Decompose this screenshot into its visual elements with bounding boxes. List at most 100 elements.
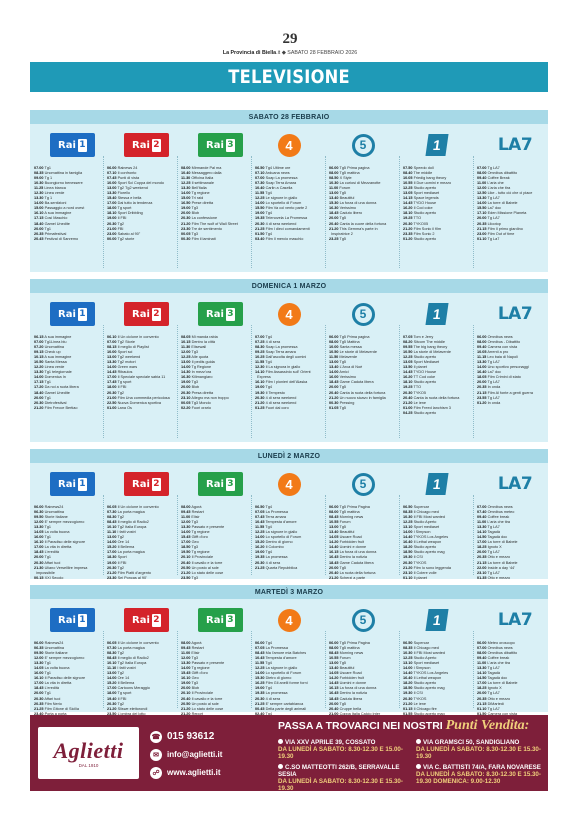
- day-block: SABATO 28 FEBBRAIO Rai 1 Rai 2 Rai 3 4 5 1 LA7 07.0…: [30, 110, 548, 272]
- globe-icon: ☍: [150, 766, 162, 779]
- ad-title-highlight: Punti Vendita:: [445, 718, 530, 733]
- schedule-column: 07.50 Speedo doll 08.40 The middle 10.05 F…: [403, 166, 452, 241]
- column-divider: [177, 631, 178, 708]
- column-divider: [325, 325, 326, 438]
- schedule-column: 06.50 Tg4 Ultime ore 07.10 Arduana news 07…: [255, 166, 310, 241]
- store-address-text: C.SO MATTEOTTI 262/B, SERRAVALLE SESIA: [278, 764, 400, 778]
- rai2-logo: Rai 2: [124, 133, 169, 157]
- store-address: VIA XXV APRILE 39, COSSATO: [278, 739, 406, 746]
- schedule-column: 07.00 Omnibus news 07.40 Omnibus meteo 09.…: [477, 505, 518, 580]
- schedule-column: 08.00 Agorà 09.45 Restart 11.00 Elisir 12.0…: [181, 505, 225, 580]
- rai1-logo: Rai 1: [50, 302, 95, 326]
- ad-stores: PASSA A TROVARCI NEI NOSTRI Punti Vendit…: [278, 718, 544, 796]
- store-hours: DA LUNEDÌ A SABATO: 8.30-12.30 E 15.30-1…: [278, 778, 403, 792]
- pin-icon: [416, 764, 421, 769]
- column-divider: [103, 495, 104, 575]
- schedule-column: 06.00 Omnibus news 08.00 Omnibus - Dibatt…: [477, 335, 533, 405]
- italia1-logo: 1: [422, 472, 452, 496]
- schedule-column: 06.05 Il Un ciclone in convento 07.30 La …: [107, 641, 159, 716]
- schedule-column: 07.05 Tom e Jerry 08.20 Sitcom The middle…: [403, 335, 460, 415]
- schedule-column: 07.00 Tg1 08.35 Unomattina in famiglia 09.…: [34, 166, 85, 241]
- column-divider: [251, 325, 252, 438]
- column-divider: [325, 631, 326, 708]
- rai1-logo: Rai 1: [50, 133, 95, 157]
- brand-name: Aglietti: [53, 738, 124, 763]
- day-block: MARTEDÌ 3 MARZO Rai 1 Rai 2 Rai 3 4 5 1 LA7 06.00 R…: [30, 585, 548, 716]
- column-divider: [473, 156, 474, 268]
- canale5-logo: 5: [348, 608, 378, 632]
- pin-icon: [278, 739, 283, 744]
- schedule-column: 08.05 Mi manda rabia 10.15 Dentro la citt…: [181, 335, 229, 410]
- website: www.aglietti.it: [167, 768, 221, 777]
- schedule-column: 06.10 Il Un ciclone in convento 07.00 Tg2…: [107, 335, 170, 410]
- rete4-logo: 4: [274, 302, 304, 326]
- rai3-logo: Rai 3: [198, 472, 243, 496]
- store-address-text: VIA XXV APRILE 39, COSSATO: [285, 739, 376, 746]
- store-address: C.SO MATTEOTTI 262/B, SERRAVALLE SESIA: [278, 764, 406, 778]
- column-divider: [325, 156, 326, 268]
- headline-text: TELEVISIONE: [228, 66, 350, 88]
- italia1-logo: 1: [422, 133, 452, 157]
- rai2-logo: Rai 2: [124, 608, 169, 632]
- email-row: ✉ info@aglietti.it: [150, 747, 270, 762]
- schedule-column: 06.05 Il Un ciclone in convento 07.30 La …: [107, 505, 159, 580]
- day-title: DOMENICA 1 MARZO: [30, 279, 548, 293]
- la7-logo: LA7: [497, 474, 533, 494]
- phone-number: 015 93612: [167, 731, 215, 742]
- rai3-logo: Rai 3: [198, 608, 243, 632]
- day-title: MARTEDÌ 3 MARZO: [30, 585, 548, 599]
- schedule-column: 07.00 Tg4 07.25 4 di sera 08.30 Soap La pr…: [255, 335, 311, 410]
- schedule-column: 06.00 Tg5 Prima pagina 08.00 Tg5 Mattina 1…: [329, 335, 386, 410]
- page-number: 29: [282, 31, 298, 47]
- rete4-logo: 4: [274, 133, 304, 157]
- column-divider: [399, 156, 400, 268]
- store-address: VIA GRAMSCI 50, SANDIGLIANO: [416, 739, 544, 746]
- column-divider: [399, 325, 400, 438]
- column-divider: [177, 495, 178, 575]
- column-divider: [177, 325, 178, 438]
- la7-logo: LA7: [497, 304, 533, 324]
- la7-logo: LA7: [497, 610, 533, 630]
- column-divider: [399, 495, 400, 575]
- channel-logos: Rai 1 Rai 2 Rai 3 4 5 1 LA7: [30, 124, 548, 166]
- pin-icon: [278, 764, 283, 769]
- phone-row: ☎ 015 93612: [150, 729, 270, 744]
- column-divider: [399, 631, 400, 708]
- day-block: DOMENICA 1 MARZO Rai 1 Rai 2 Rai 3 4 5 1 LA7 06.15 …: [30, 279, 548, 442]
- store-grid: VIA XXV APRILE 39, COSSATO DA LUNEDÌ A S…: [278, 739, 544, 796]
- store-column-right: VIA GRAMSCI 50, SANDIGLIANO DA LUNEDÌ A …: [416, 739, 544, 796]
- publication-name: La Provincia di Biella: [222, 50, 277, 56]
- schedule-column: 06.00 Tg5 Prima Pagina 08.00 Tg5 mattina 0…: [329, 641, 381, 716]
- web-row: ☍ www.aglietti.it: [150, 765, 270, 780]
- rete4-logo: 4: [274, 608, 304, 632]
- ad-title: PASSA A TROVARCI NEI NOSTRI Punti Vendit…: [278, 718, 544, 734]
- schedule-column: 06.50 Supercar 08.35 Il Chicago med 10.30 …: [403, 641, 449, 716]
- rai3-logo: Rai 3: [198, 302, 243, 326]
- column-divider: [103, 631, 104, 708]
- schedule-column: 06.00 Tg5 Prima Pagina 08.00 Tg5 mattina 0…: [329, 505, 377, 580]
- column-divider: [103, 156, 104, 268]
- column-divider: [251, 495, 252, 575]
- email-icon: ✉: [150, 748, 162, 761]
- column-divider: [473, 325, 474, 438]
- schedule-column: 06.00 Rainews 24 07.10 Il confronto 07.45 …: [107, 166, 165, 241]
- aglietti-logo: Aglietti DAL 1910: [38, 727, 139, 779]
- store-hours: DA LUNEDÌ A SABATO: 8.30-12.30 E 15.00-1…: [278, 746, 403, 760]
- brand-sub: DAL 1910: [78, 763, 99, 768]
- store-hours: DA LUNEDÌ A SABATO: 8.30-12.30 E 15.30-1…: [416, 771, 541, 785]
- schedule-column: 07.00 Tg LA7 08.00 Omnibus dibattito 09.40…: [477, 166, 533, 241]
- ad-title-text: PASSA A TROVARCI NEI NOSTRI: [278, 720, 446, 732]
- schedule-column: 06.00 Tg5 Prima pagina 08.00 Tg5 mattina 0…: [329, 166, 387, 241]
- schedule-column: 06.00 Meteo oroscopo 07.00 Omnibus news 08…: [477, 641, 518, 716]
- store-column-left: VIA XXV APRILE 39, COSSATO DA LUNEDÌ A S…: [278, 739, 406, 796]
- advert-banner: Aglietti DAL 1910 ☎ 015 93612 ✉ info@aglie…: [30, 715, 548, 792]
- rai2-logo: Rai 2: [124, 302, 169, 326]
- day-block: LUNEDÌ 2 MARZO Rai 1 Rai 2 Rai 3 4 5 1 LA7 06.00 Ra…: [30, 449, 548, 580]
- store-address: VIA C. BATTISTI 74/A, FARA NOVARESE: [416, 764, 544, 771]
- rai3-logo: Rai 3: [198, 133, 243, 157]
- column-divider: [251, 631, 252, 708]
- column-divider: [103, 325, 104, 438]
- canale5-logo: 5: [348, 472, 378, 496]
- rai2-logo: Rai 2: [124, 472, 169, 496]
- column-divider: [325, 495, 326, 575]
